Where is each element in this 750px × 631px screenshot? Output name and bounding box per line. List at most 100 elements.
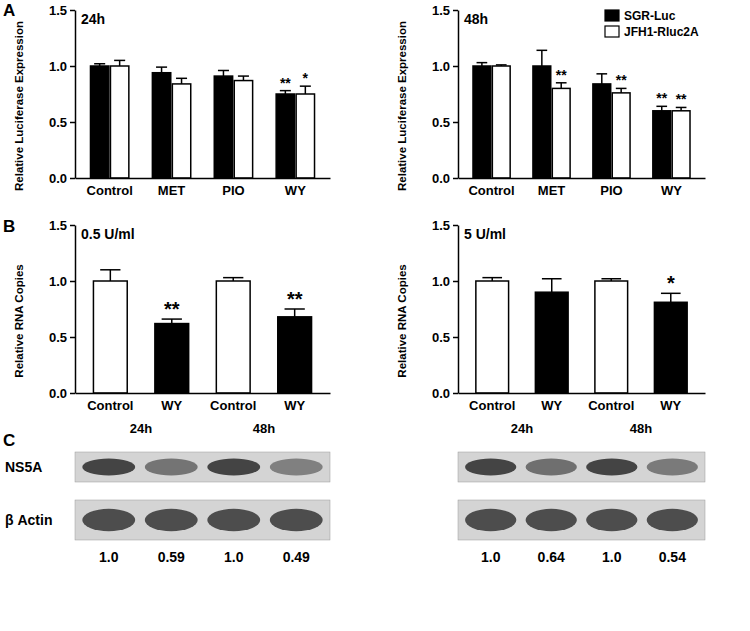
axis-line [458,11,460,179]
error-bar [596,74,607,84]
error-cap [100,269,120,271]
error-bar [238,76,249,80]
tick-mark [70,337,75,339]
ns5a-band [526,459,577,476]
error-cap [156,66,167,68]
y-axis: 0.0 0.5 1.0 1.5 [49,3,76,186]
bar [473,66,491,178]
tick-label: PIO [600,183,622,198]
tick-mark [453,178,458,180]
error-stem [119,60,121,66]
x-tick: Control [210,393,256,413]
error-cap [596,73,607,75]
chart: ***0.00.51.01.5ControlMETPIOWY24hRelativ… [13,3,331,199]
significance: * [667,272,675,294]
tick-label: Control [468,183,514,198]
x-tick: Control [588,393,634,413]
tick-label: MET [158,183,186,198]
axis-line [75,226,77,394]
x-tick: PIO [222,178,244,198]
tick-mark [70,281,75,283]
chart: ****0.00.51.01.5ControlWYControlWY24h48h… [13,218,331,436]
y-axis: 0.00.51.01.5 [432,218,459,401]
error-bar [656,106,667,110]
tick-label: WY [285,183,306,198]
group-label: 24h [130,421,152,436]
y-tick: 0.0 [432,386,458,401]
y-tick: 0.0 [432,171,458,186]
blot-quantification: 0.49 [283,549,310,565]
significance: ** [656,90,667,106]
x-tick: MET [158,178,186,198]
blot-quantification: 1.0 [602,549,622,565]
legend-label: JFH1-Rluc2A [624,25,699,39]
chart-title: 48h [464,11,488,27]
error-bar [300,86,311,94]
group-label: 24h [511,421,533,436]
y-tick: 0.0 [49,386,75,401]
blot-quantification: 0.59 [158,549,185,565]
y-tick: 1.0 [49,59,75,74]
plot-area [90,60,314,178]
tick-mark [453,66,458,68]
panel-letter: C [3,431,15,450]
error-stem [560,83,562,89]
error-cap [496,64,507,66]
error-stem [181,78,183,84]
y-axis: 0.00.51.01.5 [432,3,459,186]
blot-membrane [458,500,705,540]
error-stem [294,309,296,317]
tick-label: 1.5 [49,218,67,233]
group-label: 48h [253,421,275,436]
tick-mark [70,10,75,12]
blot-membrane [75,452,330,482]
bar [216,281,250,393]
tick-label: Control [87,398,133,413]
tick-label: 0.5 [49,115,67,130]
x-tick: Control [87,393,133,413]
error-bar [496,65,507,66]
actin-band [270,509,323,531]
ns5a-band [270,459,323,476]
significance: ** [616,72,627,88]
annotations: * [667,272,675,294]
error-cap [176,78,187,80]
significance: ** [280,75,291,91]
x-tick: WY [661,178,682,198]
bar [234,81,252,178]
error-bar [285,309,305,317]
error-bar [218,70,229,76]
error-stem [305,86,307,94]
panel-letter: B [3,217,15,236]
tick-label: 1.5 [49,3,67,18]
x-axis: Control MET PIO WY [459,178,706,198]
ns5a-band [82,459,135,476]
error-bar [601,279,621,281]
y-tick: 1.0 [49,274,75,289]
significance: ** [287,288,303,310]
axis-line [75,11,77,179]
panel-letter: A [3,1,15,20]
tick-label: 1.0 [49,59,67,74]
chart-title: 5 U/ml [464,226,506,242]
bar [93,281,127,393]
axis-line [76,178,331,180]
tick-label: MET [538,183,566,198]
tick-label: 1.5 [432,218,450,233]
bar [296,94,314,178]
axis-line [76,393,331,395]
tick-mark [70,66,75,68]
legend-swatch [605,26,619,37]
tick-label: Control [469,398,515,413]
bar [152,73,170,178]
actin-band [145,509,198,531]
chart: ********0.00.51.01.5ControlMETPIOWY48hRe… [396,3,706,199]
blot-quantification: 1.0 [481,549,501,565]
x-tick: WY [660,393,681,413]
bar [535,292,568,393]
tick-label: WY [660,398,681,413]
tick-label: 0.0 [49,171,67,186]
plot-area [476,278,687,393]
error-bar [542,279,562,292]
error-bar [94,64,105,66]
